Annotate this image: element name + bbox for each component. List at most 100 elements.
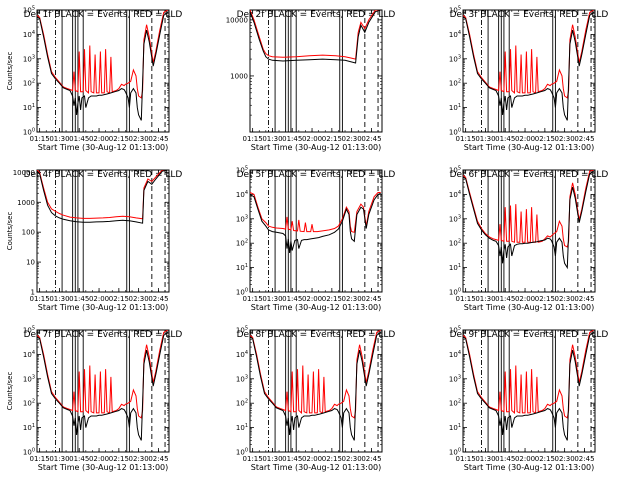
- y-tick-label: 10000: [226, 16, 248, 24]
- x-tick-label: 01:45: [495, 295, 515, 303]
- x-tick-label: 02:00: [515, 295, 535, 303]
- x-tick-label: 01:45: [495, 135, 515, 143]
- plot-panel-det1: Det 1f BLACK = Events, RED = LLD 100 101 10…: [6, 6, 182, 153]
- plot-title: Det 4f BLACK = Events, RED = LLD: [24, 170, 183, 180]
- x-axis-label: Start Time (30-Aug-12 01:13:00): [464, 463, 595, 472]
- y-tick-label: 104: [23, 350, 35, 359]
- y-tick-label: 100: [23, 128, 35, 137]
- y-tick-label: 105: [23, 6, 35, 15]
- plot-frame: [462, 9, 596, 133]
- y-tick-label: 105: [23, 326, 35, 335]
- x-tick-label: 02:30: [342, 295, 362, 303]
- y-tick-label: 104: [236, 350, 248, 359]
- plot-frame: [36, 329, 170, 453]
- plot-title: Det 7f BLACK = Events, RED = LLD: [24, 330, 183, 340]
- y-tick-label: 103: [449, 214, 461, 223]
- plot-title: Det 5f BLACK = Events, RED = LLD: [237, 170, 396, 180]
- y-tick-label: 100: [449, 128, 461, 137]
- x-tick-label: 02:15: [109, 135, 129, 143]
- y-tick-label: 105: [236, 166, 248, 175]
- x-tick-label: 01:30: [49, 295, 69, 303]
- y-tick-label: 102: [449, 79, 461, 88]
- x-tick-label: 02:45: [148, 135, 168, 143]
- x-axis-label: Start Time (30-Aug-12 01:13:00): [251, 463, 382, 472]
- plot-title: Det 3f BLACK = Events, RED = LLD: [450, 10, 609, 20]
- y-tick-label: 101: [236, 423, 248, 432]
- x-tick-label: 01:30: [262, 455, 282, 463]
- series-line-red-lld: [463, 330, 594, 419]
- x-tick-label: 01:45: [282, 455, 302, 463]
- x-tick-label: 02:15: [109, 295, 129, 303]
- x-tick-label: 02:30: [129, 135, 149, 143]
- plot-panel-det6: Det 6f BLACK = Events, RED = LLD 100 101 10…: [449, 166, 609, 313]
- y-tick-label: 101: [449, 423, 461, 432]
- plot-frame: [249, 329, 383, 453]
- plot-frame: [462, 329, 596, 453]
- series-line-red-lld: [250, 192, 381, 233]
- x-tick-label: 01:15: [30, 295, 50, 303]
- x-tick-label: 02:30: [129, 295, 149, 303]
- series-line-black-events: [250, 332, 381, 441]
- y-tick-label: 100: [236, 288, 248, 297]
- x-tick-label: 02:00: [302, 455, 322, 463]
- x-tick-label: 01:15: [243, 455, 263, 463]
- x-axis-label: Start Time (30-Aug-12 01:13:00): [38, 463, 169, 472]
- plot-panel-det2: Det 2f BLACK = Events, RED = LLD 1000 1000…: [226, 9, 396, 152]
- y-tick-label: 1: [31, 289, 35, 297]
- x-axis-label: Start Time (30-Aug-12 01:13:00): [38, 303, 169, 312]
- y-tick-label: 104: [449, 350, 461, 359]
- x-tick-label: 02:30: [555, 135, 575, 143]
- plot-panel-det8: Det 8f BLACK = Events, RED = LLD 100 101 10…: [236, 326, 396, 473]
- y-tick-label: 103: [236, 374, 248, 383]
- x-axis-label: Start Time (30-Aug-12 01:13:00): [251, 303, 382, 312]
- y-tick-label: 102: [236, 399, 248, 408]
- y-tick-label: 101: [449, 263, 461, 272]
- y-tick-label: 100: [22, 229, 35, 237]
- series-line-black-events: [37, 12, 168, 121]
- y-tick-label: 101: [23, 103, 35, 112]
- x-tick-label: 01:15: [456, 455, 476, 463]
- y-tick-label: 105: [449, 166, 461, 175]
- series-line-black-events: [463, 332, 594, 441]
- x-tick-label: 02:45: [148, 455, 168, 463]
- x-tick-label: 02:15: [109, 455, 129, 463]
- plot-frame: [36, 9, 170, 133]
- y-tick-label: 103: [449, 54, 461, 63]
- plot-panel-det7: Det 7f BLACK = Events, RED = LLD 100 101 10…: [6, 326, 182, 473]
- series-line-red-lld: [37, 330, 168, 419]
- y-tick-label: 103: [23, 54, 35, 63]
- series-line-black-events: [463, 12, 594, 121]
- x-axis-label: Start Time (30-Aug-12 01:13:00): [38, 143, 169, 152]
- x-tick-label: 02:00: [302, 295, 322, 303]
- plot-frame: [36, 169, 170, 293]
- x-tick-label: 02:15: [535, 135, 555, 143]
- y-tick-label: 100: [236, 448, 248, 457]
- x-tick-label: 01:45: [495, 455, 515, 463]
- x-tick-label: 01:15: [456, 295, 476, 303]
- x-tick-label: 01:30: [475, 455, 495, 463]
- x-tick-label: 02:45: [361, 135, 381, 143]
- x-tick-label: 01:45: [69, 455, 89, 463]
- x-axis-label: Start Time (30-Aug-12 01:13:00): [251, 143, 382, 152]
- y-tick-label: 104: [449, 190, 461, 199]
- x-tick-label: 02:15: [535, 455, 555, 463]
- y-axis-label: Counts/sec: [6, 212, 14, 251]
- plot-frame: [462, 169, 596, 293]
- series-line-black-events: [463, 170, 594, 270]
- plot-title: Det 2f BLACK = Events, RED = LLD: [237, 10, 396, 20]
- x-tick-label: 01:45: [282, 295, 302, 303]
- plot-frame: [249, 9, 383, 133]
- x-tick-label: 02:00: [89, 455, 109, 463]
- x-tick-label: 01:30: [49, 455, 69, 463]
- y-axis-label: Counts/sec: [6, 372, 14, 411]
- series-line-black-events: [250, 10, 381, 64]
- x-tick-label: 02:30: [555, 295, 575, 303]
- x-tick-label: 01:45: [69, 295, 89, 303]
- y-tick-label: 103: [449, 374, 461, 383]
- y-tick-label: 100: [449, 288, 461, 297]
- x-tick-label: 02:15: [535, 295, 555, 303]
- y-tick-label: 102: [23, 399, 35, 408]
- x-tick-label: 02:30: [342, 455, 362, 463]
- x-tick-label: 02:00: [89, 135, 109, 143]
